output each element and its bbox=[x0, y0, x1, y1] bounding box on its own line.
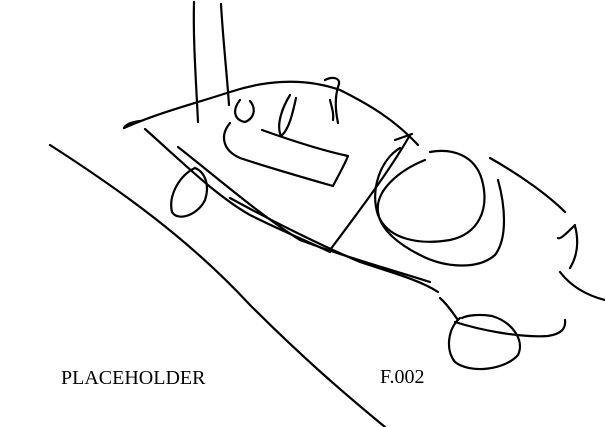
window-shape-1 bbox=[234, 98, 255, 124]
front-right-axle bbox=[453, 318, 567, 338]
pole-line-left bbox=[192, 0, 200, 124]
car-roof-outline bbox=[122, 80, 420, 147]
road-edge-line bbox=[48, 143, 387, 427]
front-right-stub bbox=[438, 296, 460, 322]
nose-loop bbox=[556, 223, 579, 270]
rear-wheel-loop bbox=[170, 166, 209, 218]
nose-line bbox=[488, 156, 567, 214]
lower-body-line-2 bbox=[298, 238, 432, 284]
front-wheel-inner bbox=[376, 158, 506, 267]
side-panel-shape bbox=[222, 121, 350, 188]
car-roof-rear bbox=[122, 119, 142, 130]
front-cross-line bbox=[328, 133, 412, 252]
nose-lower bbox=[558, 270, 605, 302]
window-shape-4 bbox=[328, 98, 335, 122]
placeholder-label: PLACEHOLDER bbox=[61, 367, 206, 389]
front-wheel-outer bbox=[374, 146, 486, 243]
figure-code-label: F.002 bbox=[380, 366, 425, 388]
door-line bbox=[143, 127, 332, 254]
pole-line-right bbox=[219, 2, 231, 107]
front-right-wheel bbox=[447, 313, 521, 371]
lower-body-line bbox=[228, 196, 440, 294]
front-cross-small bbox=[393, 132, 414, 142]
window-shape-2 bbox=[278, 93, 298, 138]
door-line-lower bbox=[176, 145, 302, 242]
window-shape-3 bbox=[323, 76, 341, 125]
